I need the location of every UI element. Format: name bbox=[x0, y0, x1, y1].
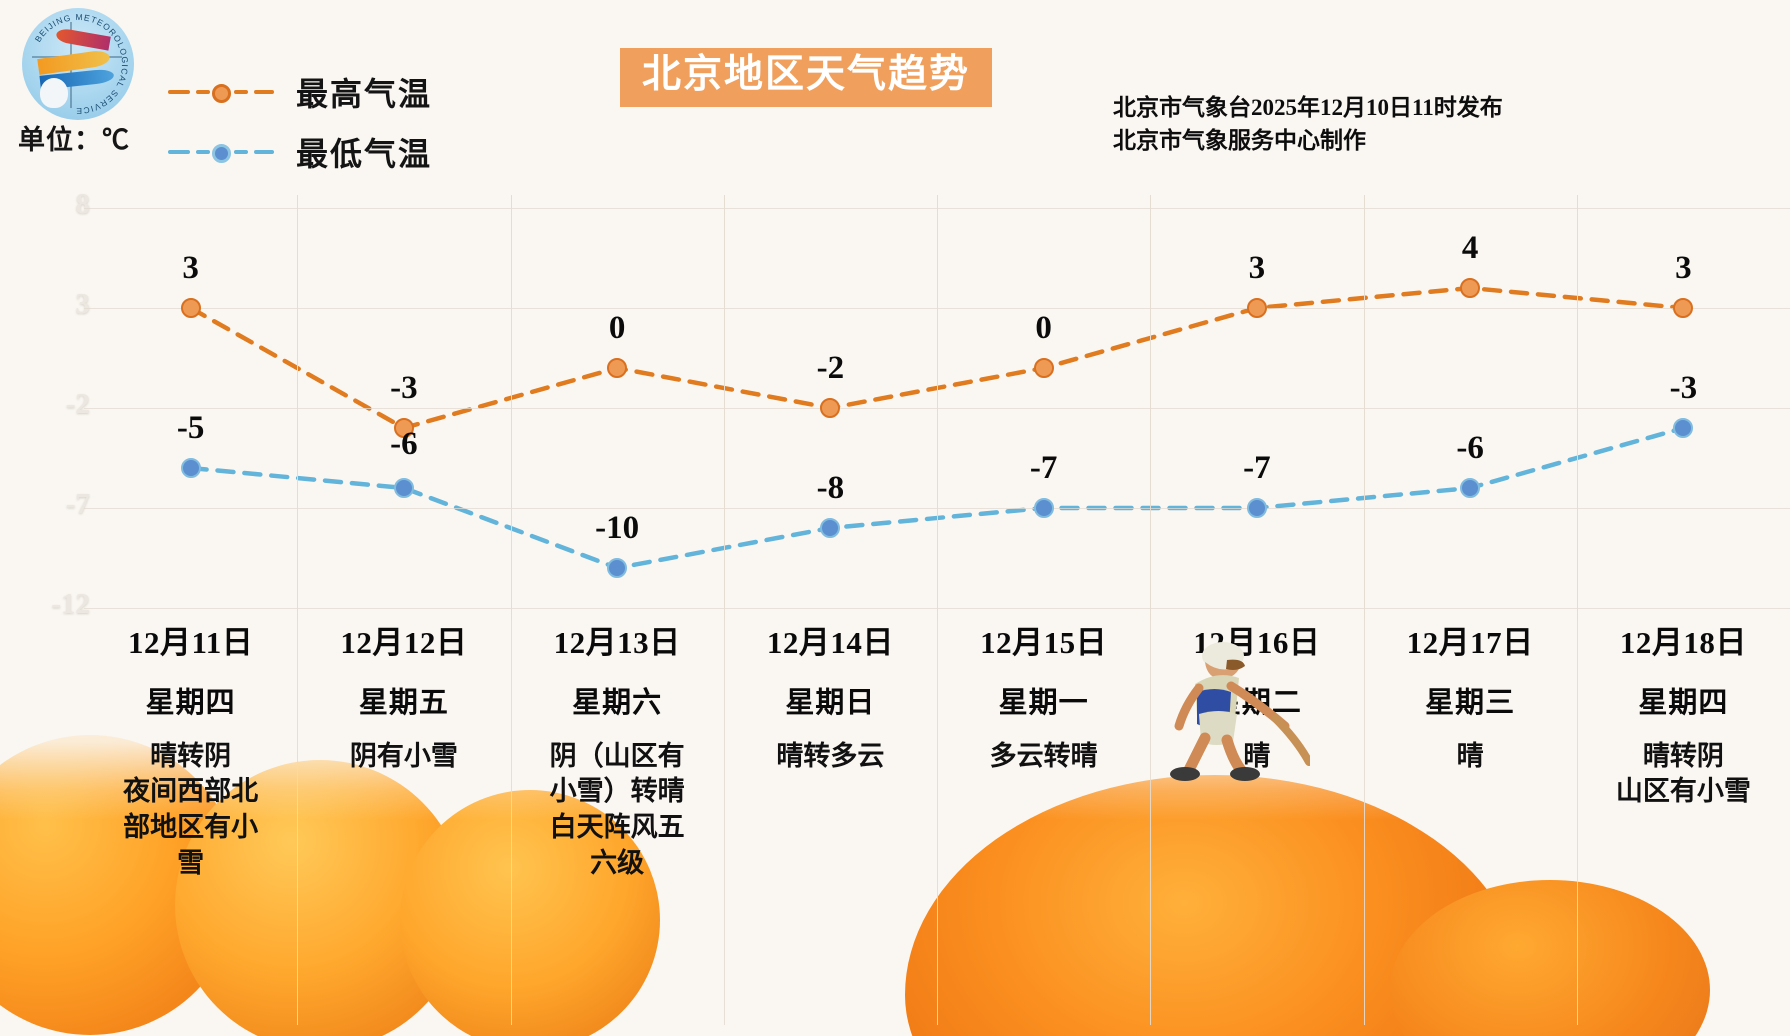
forecast-description: 晴转多云 bbox=[776, 740, 885, 771]
chart-legend: 最高气温 最低气温 bbox=[168, 62, 432, 182]
forecast-date: 12月11日 bbox=[127, 625, 254, 660]
high-temp-value-label: 0 bbox=[608, 310, 626, 346]
beijing-meteorological-service-logo: BEIJING METEOROLOGICAL SERVICE bbox=[22, 8, 134, 120]
high-temp-value-label: 0 bbox=[1035, 310, 1052, 346]
high-temp-marker[interactable] bbox=[607, 358, 628, 378]
forecast-description: 晴转阴 山区有小雪 bbox=[1615, 740, 1751, 807]
daily-forecast-row: 12月11日 星期四 晴转阴 夜间西部北 部地区有小 雪 12月12日 星期五 阴有小雪 1… bbox=[84, 195, 1790, 1036]
forecast-weekday: 星期一 bbox=[998, 686, 1089, 719]
high-temp-value-label: 3 bbox=[1675, 250, 1692, 286]
low-temp-value-label: -10 bbox=[595, 510, 640, 546]
high-temp-marker[interactable] bbox=[1460, 278, 1481, 298]
forecast-description: 晴 bbox=[1456, 740, 1484, 771]
y-axis-tick-label: -12 bbox=[51, 588, 90, 620]
forecast-weekday: 星期三 bbox=[1425, 686, 1516, 719]
legend-item-high: 最高气温 bbox=[168, 62, 432, 122]
high-temp-value-label: 4 bbox=[1461, 230, 1479, 266]
day-forecast-column[interactable]: 12月13日 星期六阴（山区有 小雪）转晴 白天阵风五 六级 bbox=[510, 195, 724, 1036]
day-forecast-column[interactable]: 12月12日 星期五阴有小雪 bbox=[297, 195, 510, 1036]
low-temp-marker[interactable] bbox=[1246, 498, 1267, 518]
high-temp-marker[interactable] bbox=[180, 298, 201, 318]
low-temp-value-label: -6 bbox=[390, 426, 418, 462]
high-temp-marker[interactable] bbox=[393, 418, 414, 438]
forecast-date: 12月17日 bbox=[1406, 625, 1534, 660]
low-temp-marker[interactable] bbox=[820, 518, 841, 538]
forecast-description: 阴（山区有 小雪）转晴 白天阵风五 六级 bbox=[549, 740, 685, 878]
low-temp-value-label: -3 bbox=[1669, 370, 1698, 406]
low-temp-marker[interactable] bbox=[393, 478, 414, 498]
issuer-info: 北京市气象台2025年12月10日11时发布 北京市气象服务中心制作 bbox=[1113, 92, 1503, 157]
forecast-description: 晴 bbox=[1243, 740, 1271, 771]
high-temp-marker[interactable] bbox=[1246, 298, 1267, 318]
low-temp-marker[interactable] bbox=[1033, 498, 1054, 518]
high-temp-value-label: -3 bbox=[390, 370, 418, 406]
forecast-description: 晴转阴 夜间西部北 部地区有小 雪 bbox=[123, 740, 259, 878]
logo-cloud bbox=[40, 78, 68, 108]
forecast-date: 12月13日 bbox=[553, 625, 681, 660]
y-axis-tick-label: 8 bbox=[75, 188, 91, 220]
day-forecast-column[interactable]: 12月15日 星期一多云转晴 bbox=[937, 195, 1150, 1036]
issuer-line-2: 北京市气象服务中心制作 bbox=[1113, 127, 1366, 153]
legend-label-low: 最低气温 bbox=[296, 136, 433, 172]
high-temp-value-label: 3 bbox=[182, 250, 199, 286]
issuer-line-1: 北京市气象台2025年12月10日11时发布 bbox=[1113, 95, 1503, 120]
forecast-weekday: 星期二 bbox=[1211, 686, 1302, 719]
low-temp-value-label: -6 bbox=[1456, 430, 1484, 466]
low-temp-value-label: -5 bbox=[176, 410, 205, 446]
high-temp-value-label: -2 bbox=[816, 350, 845, 386]
high-temp-marker[interactable] bbox=[820, 398, 841, 418]
forecast-weekday: 星期日 bbox=[785, 686, 876, 719]
low-temp-marker[interactable] bbox=[607, 558, 628, 578]
forecast-date: 12月15日 bbox=[980, 625, 1108, 660]
legend-item-low: 最低气温 bbox=[168, 122, 432, 182]
forecast-weekday: 星期四 bbox=[1638, 686, 1729, 719]
forecast-date: 12月12日 bbox=[340, 625, 468, 660]
low-temp-value-label: -7 bbox=[1243, 450, 1271, 486]
forecast-date: 12月14日 bbox=[766, 625, 894, 660]
y-axis-tick-label: -7 bbox=[65, 488, 90, 520]
day-forecast-column[interactable]: 12月18日 星期四晴转阴 山区有小雪 bbox=[1576, 195, 1790, 1036]
forecast-date: 12月18日 bbox=[1619, 625, 1747, 660]
forecast-weekday: 星期五 bbox=[358, 686, 449, 719]
low-temp-marker[interactable] bbox=[1673, 418, 1694, 438]
day-forecast-column[interactable]: 12月16日 星期二晴 bbox=[1150, 195, 1363, 1036]
high-temp-value-label: 3 bbox=[1248, 250, 1266, 286]
legend-line-high bbox=[168, 84, 274, 103]
day-forecast-column[interactable]: 12月17日 星期三晴 bbox=[1363, 195, 1577, 1036]
forecast-description: 阴有小雪 bbox=[349, 740, 458, 771]
forecast-description: 多云转晴 bbox=[989, 740, 1098, 771]
day-forecast-column[interactable]: 12月11日 星期四晴转阴 夜间西部北 部地区有小 雪 bbox=[84, 612, 297, 1036]
low-temp-value-label: -7 bbox=[1029, 450, 1058, 486]
forecast-weekday: 星期六 bbox=[572, 686, 663, 719]
legend-dot-low bbox=[212, 144, 231, 163]
logo-ring-text: BEIJING METEOROLOGICAL SERVICE bbox=[33, 12, 129, 116]
legend-dot-high bbox=[212, 84, 231, 103]
y-axis-tick-label: -2 bbox=[65, 388, 90, 420]
forecast-weekday: 星期四 bbox=[145, 686, 236, 719]
forecast-date: 12月16日 bbox=[1193, 625, 1321, 660]
page-title: 北京地区天气趋势 bbox=[620, 48, 993, 107]
legend-label-high: 最高气温 bbox=[296, 76, 433, 112]
high-temp-marker[interactable] bbox=[1673, 298, 1694, 318]
unit-label: 单位：℃ bbox=[18, 125, 130, 155]
day-forecast-column[interactable]: 12月14日 星期日晴转多云 bbox=[723, 195, 937, 1036]
low-temp-marker[interactable] bbox=[180, 458, 201, 478]
y-axis-tick-label: 3 bbox=[75, 288, 91, 320]
high-temp-marker[interactable] bbox=[1033, 358, 1054, 378]
low-temp-marker[interactable] bbox=[1460, 478, 1481, 498]
low-temp-value-label: -8 bbox=[816, 470, 845, 506]
legend-line-low bbox=[168, 144, 274, 163]
